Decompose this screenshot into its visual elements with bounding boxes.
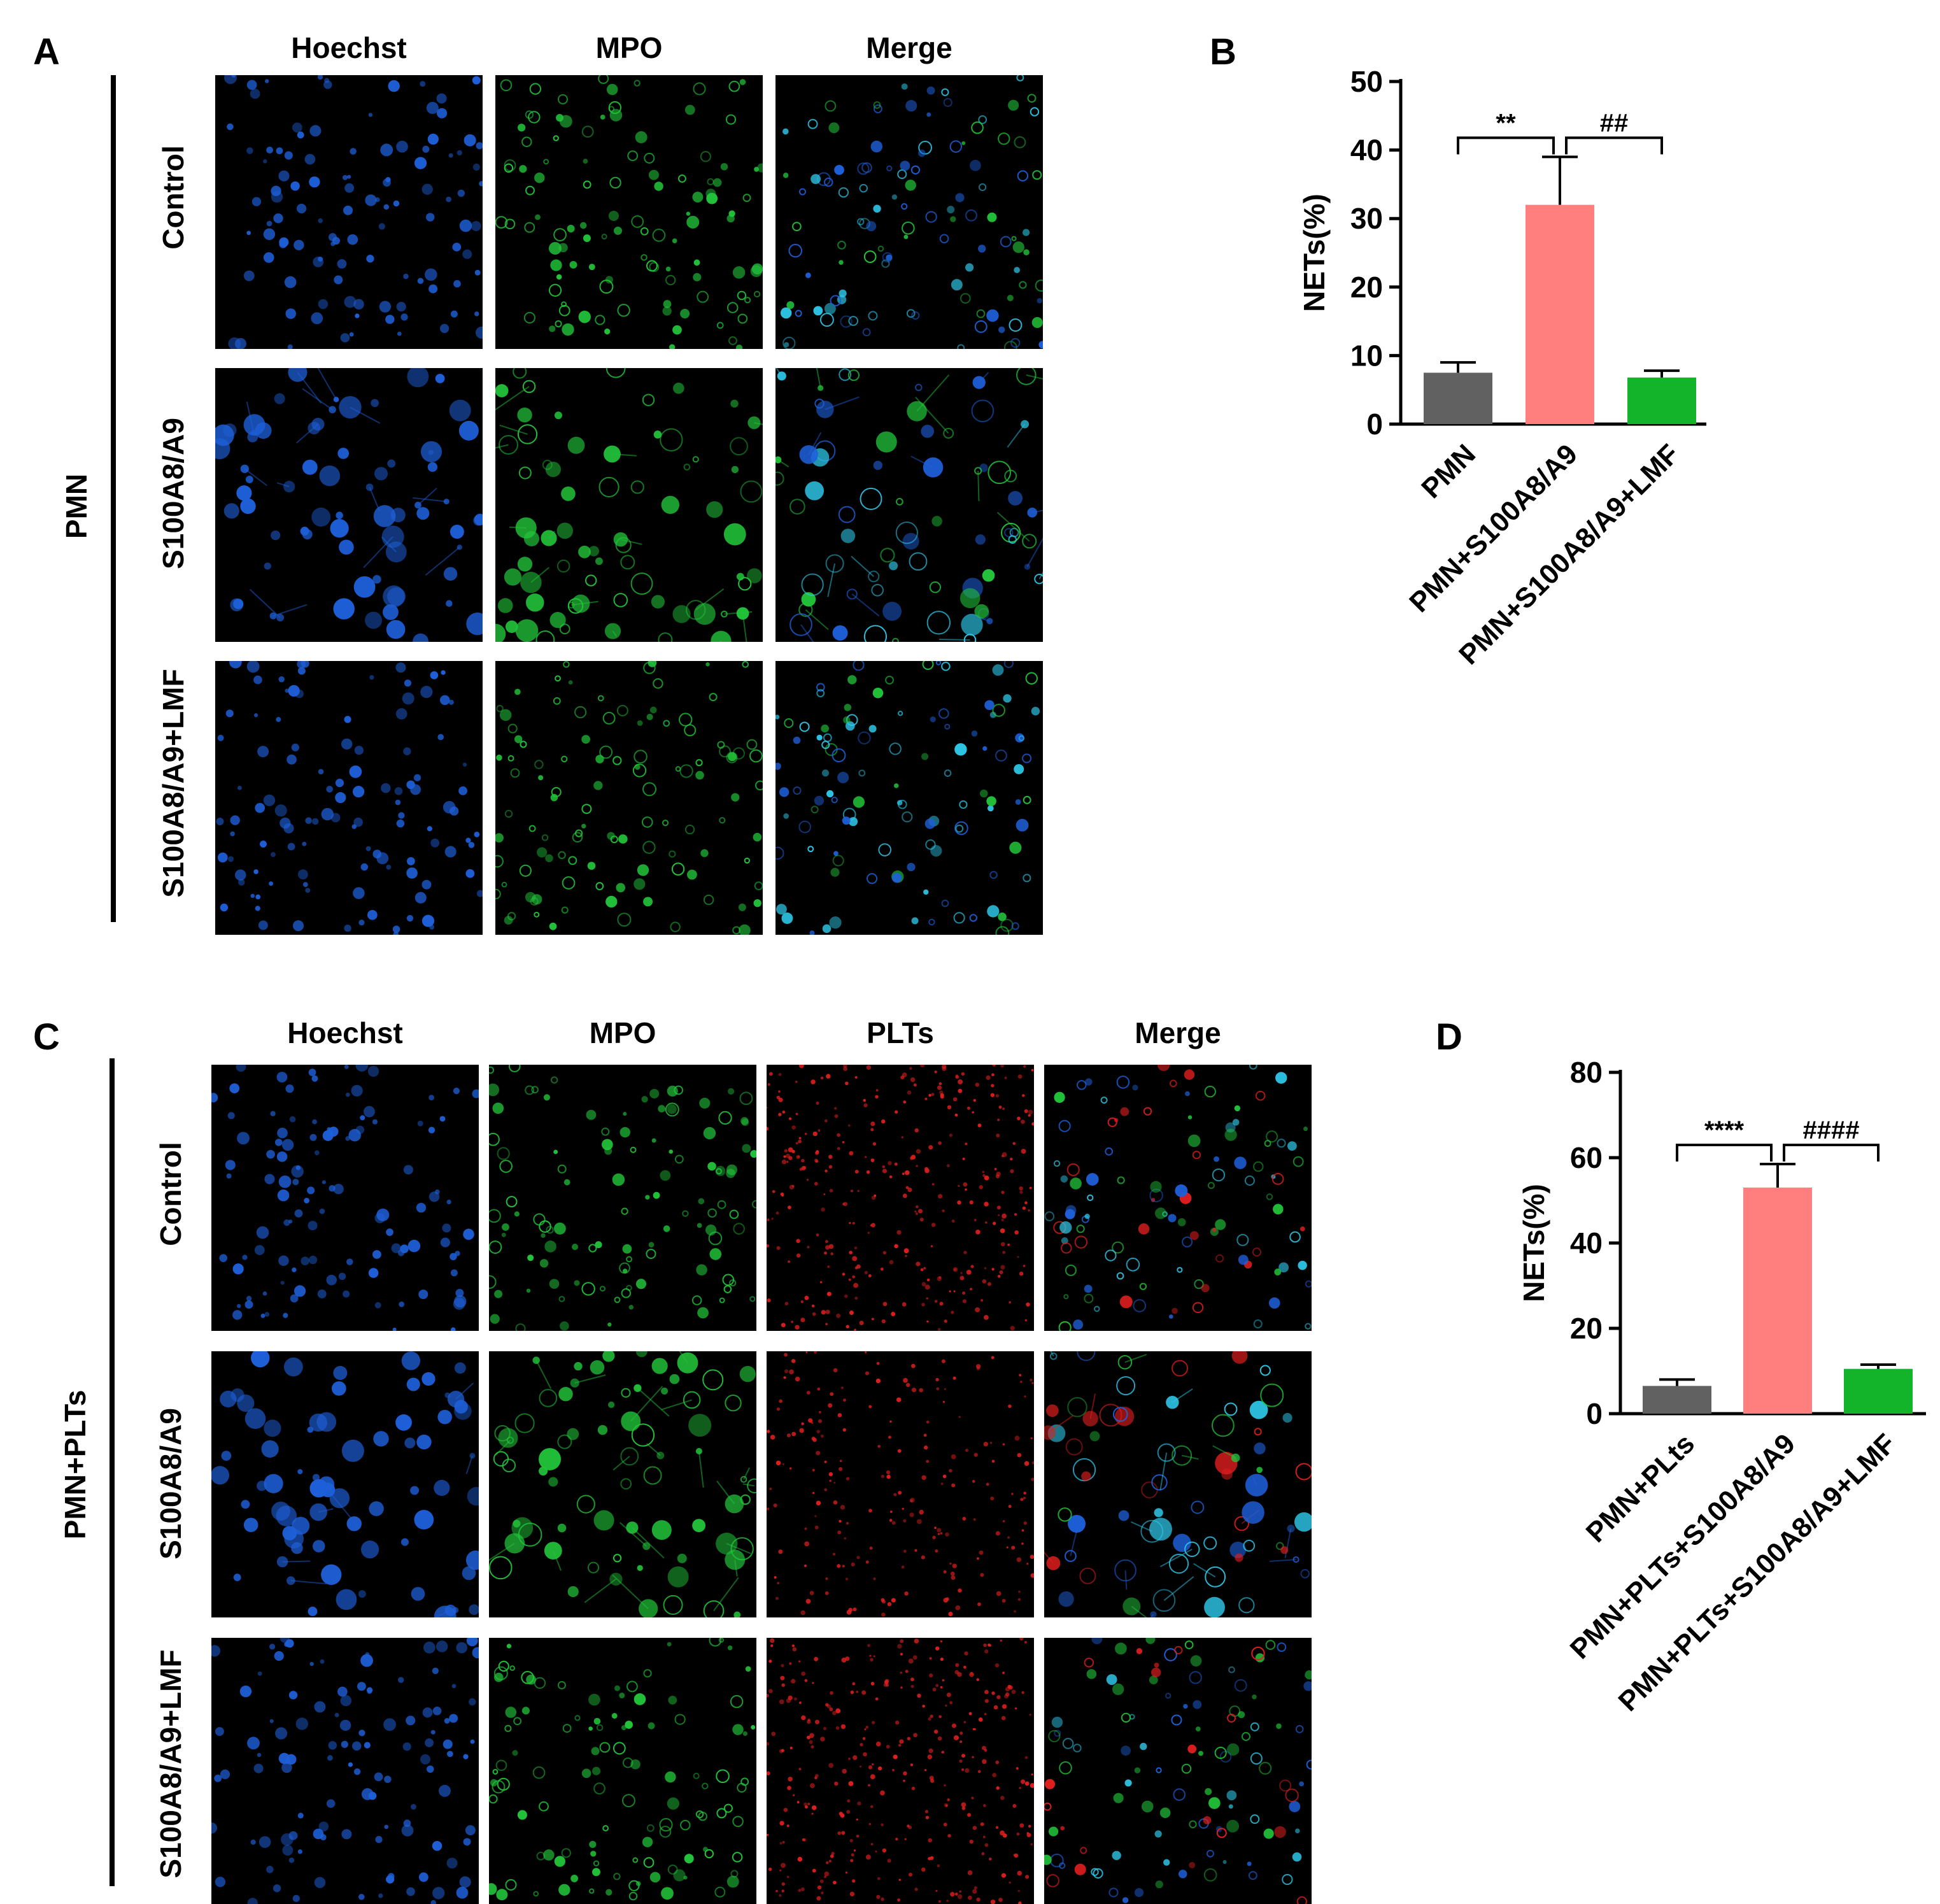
bar-chart-d: 020406080NETs(%)PMN+PLtsPMN+PLTs+S100A8/… — [1436, 1051, 1932, 1802]
micrograph-tile — [775, 661, 1043, 935]
bar-chart-b: 01020304050NETs(%)PMNPMN+S100A8/A9PMN+S1… — [1210, 64, 1783, 713]
y-tick-label: 20 — [1570, 1312, 1603, 1345]
row-label-control: Control — [156, 145, 190, 250]
significance-bracket — [1458, 138, 1554, 154]
micrograph-tile — [775, 368, 1043, 642]
bar — [1526, 205, 1594, 424]
micrograph-tile — [211, 1638, 479, 1904]
row-label-s100a8a9-c: S100A8/A9 — [153, 1408, 188, 1559]
significance-label: ** — [1496, 109, 1516, 137]
y-tick-label: 50 — [1350, 65, 1383, 98]
micrograph-tile — [215, 368, 483, 642]
bar — [1844, 1369, 1913, 1414]
x-tick-label: PMN+S100A8/A9 — [1403, 438, 1583, 618]
micrograph-tile — [767, 1351, 1034, 1617]
micrograph-tile — [775, 75, 1043, 349]
column-header-plts-c: PLTs — [767, 1016, 1034, 1050]
y-tick-label: 40 — [1350, 134, 1383, 167]
micrograph-tile — [495, 661, 763, 935]
micrograph-tile — [215, 75, 483, 349]
column-header-mpo-c: MPO — [489, 1016, 756, 1050]
group-label-pmn: PMN — [59, 474, 94, 539]
y-tick-label: 10 — [1350, 339, 1383, 372]
panel-letter-a: A — [33, 31, 60, 73]
row-label-s100a8a9-lmf-c: S100A8/A9+LMF — [153, 1649, 188, 1878]
micrograph-tile — [1044, 1351, 1312, 1617]
significance-bracket — [1566, 138, 1662, 154]
significance-label: **** — [1704, 1116, 1745, 1144]
micrograph-tile — [489, 1065, 756, 1331]
bar — [1627, 378, 1696, 424]
column-header-hoechst: Hoechst — [215, 31, 483, 65]
micrograph-tile — [215, 661, 483, 935]
significance-label: #### — [1803, 1116, 1860, 1144]
micrograph-tile — [489, 1351, 756, 1617]
y-tick-label: 20 — [1350, 271, 1383, 304]
group-bracket-line-c — [110, 1058, 115, 1886]
y-tick-label: 80 — [1570, 1056, 1603, 1089]
y-tick-label: 40 — [1570, 1226, 1603, 1260]
column-header-merge-c: Merge — [1044, 1016, 1312, 1050]
y-tick-label: 0 — [1586, 1397, 1603, 1430]
significance-bracket — [1677, 1145, 1771, 1162]
bar — [1424, 373, 1492, 424]
panel-letter-c: C — [33, 1016, 60, 1058]
micrograph-tile — [767, 1638, 1034, 1904]
y-tick-label: 30 — [1350, 202, 1383, 235]
micrograph-tile — [211, 1065, 479, 1331]
y-axis-label: NETs(%) — [1298, 194, 1331, 312]
row-label-control-c: Control — [153, 1142, 188, 1246]
row-label-s100a8a9: S100A8/A9 — [156, 418, 190, 569]
bar — [1643, 1386, 1711, 1414]
bar — [1743, 1188, 1812, 1414]
column-header-hoechst-c: Hoechst — [211, 1016, 479, 1050]
micrograph-tile — [495, 75, 763, 349]
y-axis-label: NETs(%) — [1517, 1184, 1550, 1302]
column-header-mpo: MPO — [495, 31, 763, 65]
micrograph-tile — [495, 368, 763, 642]
y-tick-label: 60 — [1570, 1141, 1603, 1174]
micrograph-tile — [767, 1065, 1034, 1331]
group-bracket-line — [111, 75, 116, 922]
group-label-pmn-plts: PMN+PLTs — [58, 1390, 92, 1540]
micrograph-tile — [489, 1638, 756, 1904]
micrograph-tile — [1044, 1065, 1312, 1331]
significance-label: ## — [1600, 109, 1629, 137]
column-header-merge: Merge — [775, 31, 1043, 65]
y-tick-label: 0 — [1366, 408, 1383, 441]
row-label-s100a8a9-lmf: S100A8/A9+LMF — [156, 669, 190, 897]
micrograph-tile — [1044, 1638, 1312, 1904]
micrograph-tile — [211, 1351, 479, 1617]
x-tick-label: PMN — [1415, 438, 1482, 504]
significance-bracket — [1784, 1145, 1878, 1162]
